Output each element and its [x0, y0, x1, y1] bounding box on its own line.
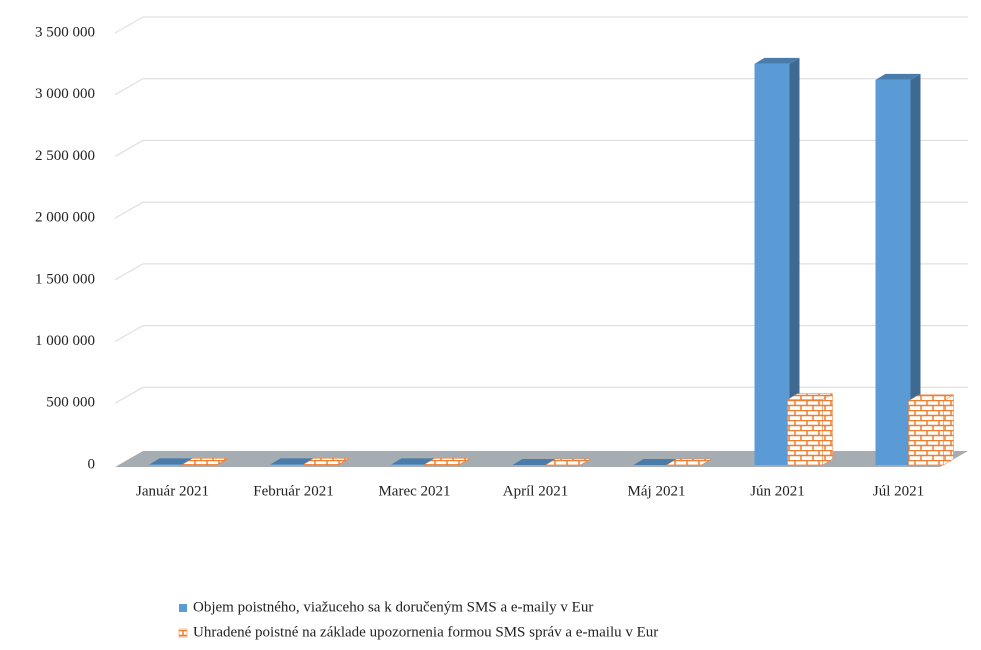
grid-line — [114, 386, 968, 404]
x-tick-label: Január 2021 — [136, 483, 209, 499]
x-tick-label: Marec 2021 — [378, 483, 450, 499]
grid-line — [114, 16, 968, 34]
bar-side — [943, 394, 954, 466]
bar — [182, 464, 218, 466]
legend-marker — [179, 604, 187, 612]
y-tick-label: 3 000 000 — [35, 86, 95, 102]
bar-top — [633, 459, 679, 465]
y-tick-label: 1 000 000 — [35, 333, 95, 349]
grid-line — [114, 325, 968, 343]
x-tick-label: Apríl 2021 — [503, 483, 568, 499]
bar — [270, 464, 306, 465]
bar — [908, 400, 944, 466]
bar-side — [910, 73, 921, 465]
x-tick-label: Jún 2021 — [750, 483, 805, 499]
x-tick-label: Júl 2021 — [873, 483, 924, 499]
grid-line — [114, 78, 968, 96]
bar-top — [149, 458, 195, 465]
bar-top — [665, 458, 713, 466]
y-tick-label: 1 500 000 — [35, 271, 95, 287]
y-tick-label: 3 500 000 — [35, 24, 95, 40]
bar — [149, 464, 185, 465]
legend-label: Objem poistného, viažuceho sa k doručený… — [193, 599, 593, 615]
bar — [303, 464, 339, 466]
bar — [754, 63, 790, 465]
bar — [787, 399, 823, 466]
bar-side — [789, 57, 800, 465]
bar — [424, 464, 460, 466]
grid-line — [114, 139, 968, 157]
bar-top — [875, 73, 921, 80]
x-tick-label: Máj 2021 — [628, 483, 686, 499]
bar — [391, 464, 427, 465]
y-tick-label: 2 500 000 — [35, 148, 95, 164]
x-tick-label: Február 2021 — [253, 483, 333, 499]
bar-top — [270, 458, 316, 465]
y-tick-label: 0 — [88, 456, 96, 472]
bar — [875, 79, 911, 465]
bar-top — [391, 458, 437, 465]
y-tick-label: 500 000 — [46, 395, 95, 411]
legend-marker — [178, 628, 188, 638]
bar-top — [754, 57, 800, 64]
bar-top — [512, 459, 558, 465]
bar-top — [544, 458, 592, 466]
y-tick-label: 2 000 000 — [35, 210, 95, 226]
legend-label: Uhradené poistné na základe upozornenia … — [193, 624, 658, 640]
grid-line — [114, 263, 968, 281]
grid-line — [114, 201, 968, 219]
bar-side — [822, 393, 833, 466]
